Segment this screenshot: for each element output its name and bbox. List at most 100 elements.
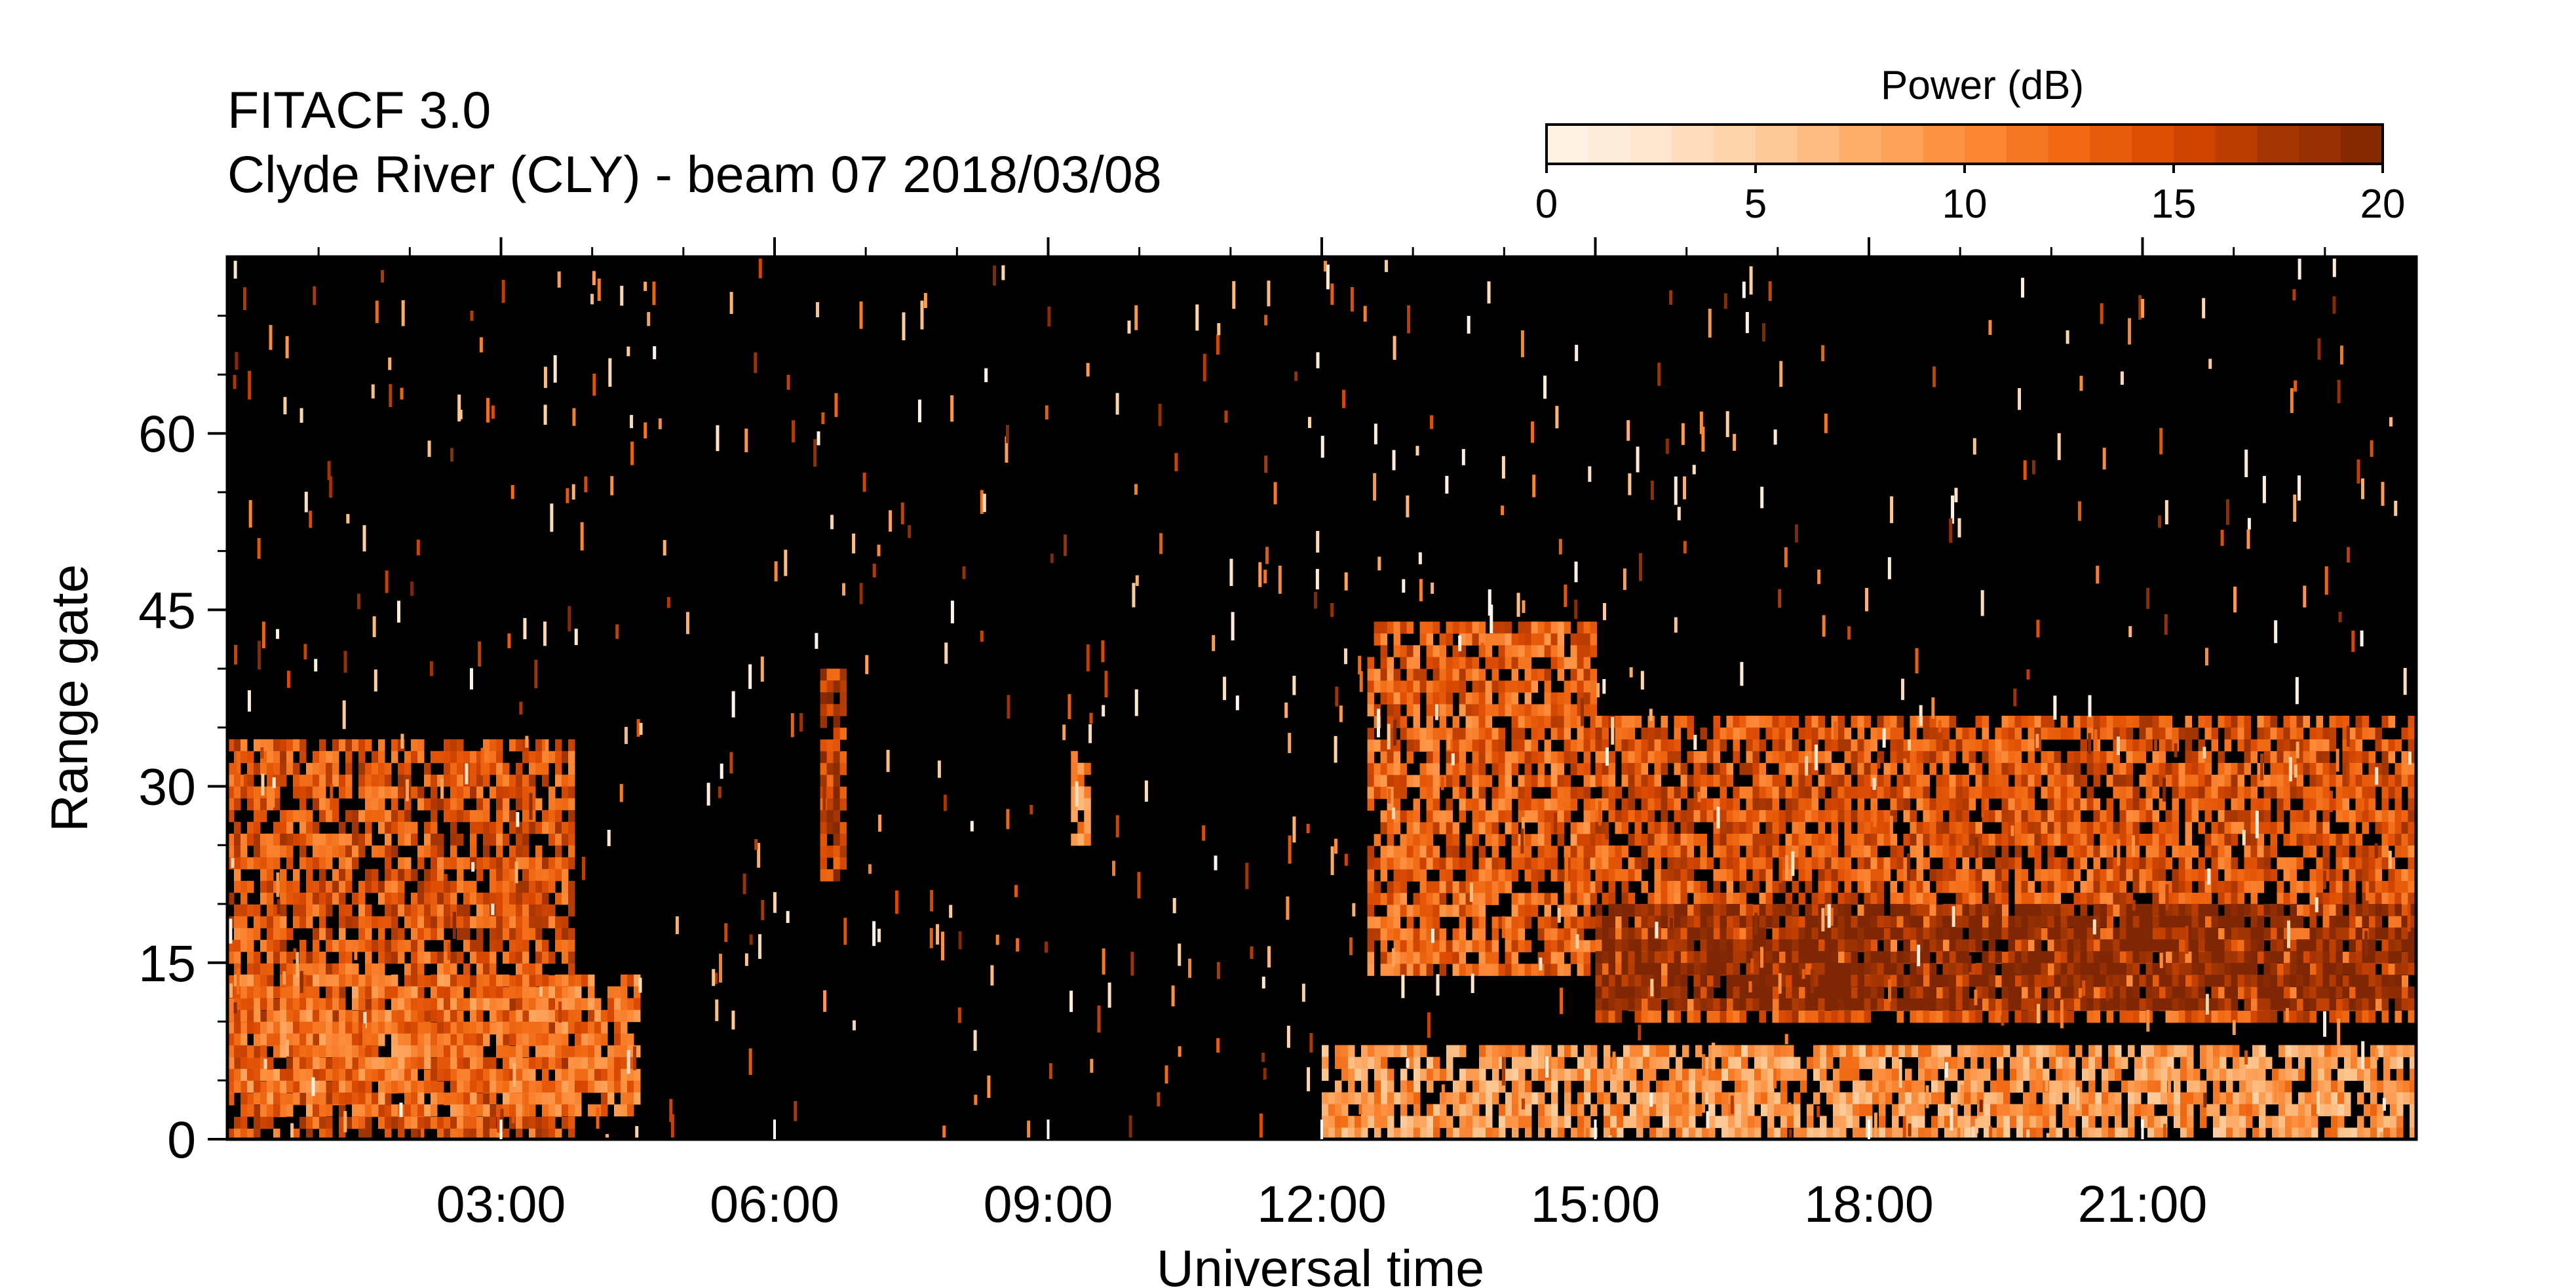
scatter-cell bbox=[2060, 833, 2067, 846]
scatter-cell bbox=[1491, 739, 1499, 752]
scatter-cell bbox=[1524, 893, 1532, 905]
scatter-cell bbox=[1472, 704, 1480, 716]
scatter-cell bbox=[1857, 774, 1864, 787]
scatter-cell bbox=[1387, 834, 1394, 846]
scatter-cell bbox=[1693, 833, 1701, 846]
scatter-cell bbox=[2231, 892, 2238, 905]
scatter-cell bbox=[1955, 1010, 1963, 1023]
scatter-cell bbox=[1811, 892, 1818, 905]
scatter-cell bbox=[2100, 810, 2107, 823]
scatter-cell bbox=[417, 998, 425, 1011]
scatter-cell bbox=[1478, 905, 1486, 917]
scatter-heatmap bbox=[227, 257, 2416, 1139]
scatter-cell bbox=[1680, 951, 1687, 964]
scatter-cell bbox=[1472, 810, 1480, 823]
scatter-cell bbox=[601, 1080, 608, 1093]
scatter-cell bbox=[548, 1116, 556, 1129]
scatter-cell bbox=[2119, 715, 2126, 728]
scatter-cell bbox=[450, 1009, 457, 1023]
scatter-cell bbox=[450, 833, 457, 846]
scatter-cell bbox=[1491, 916, 1499, 929]
scatter-cell bbox=[503, 892, 510, 905]
scatter-cell bbox=[2139, 1010, 2146, 1023]
scatter-cell bbox=[476, 1128, 484, 1139]
scatter-cell bbox=[1380, 916, 1388, 929]
scatter-cell bbox=[581, 1057, 588, 1070]
scatter-cell bbox=[293, 1009, 300, 1023]
scatter-cell bbox=[1564, 728, 1571, 740]
scatter-cell bbox=[437, 880, 444, 893]
scatter-cell bbox=[1419, 775, 1427, 787]
scatter-cell bbox=[1472, 798, 1480, 811]
scatter-cell bbox=[1667, 892, 1674, 905]
scatter-cell bbox=[2119, 727, 2126, 740]
scatter-cell bbox=[2224, 810, 2231, 823]
scatter-cell bbox=[1615, 1010, 1622, 1023]
scatter-cell bbox=[260, 974, 267, 987]
scatter-cell bbox=[254, 1068, 261, 1082]
scatter-cell bbox=[2001, 727, 2009, 740]
scatter-cell bbox=[2126, 975, 2133, 988]
scatter-cell bbox=[444, 1033, 451, 1046]
scatter-cell bbox=[1792, 857, 1799, 870]
scatter-cell bbox=[444, 904, 451, 917]
scatter-cell bbox=[2028, 880, 2035, 893]
scatter-cell bbox=[1969, 786, 1976, 799]
scatter-cell bbox=[1654, 951, 1661, 964]
scatter-cell bbox=[529, 963, 536, 976]
scatter-cell bbox=[627, 1068, 634, 1082]
scatter-cell bbox=[1752, 845, 1759, 858]
scatter-cell bbox=[2119, 833, 2126, 846]
scatter-cell bbox=[391, 986, 398, 999]
scatter-cell bbox=[398, 786, 405, 799]
scatter-cell bbox=[509, 1080, 516, 1093]
scatter-cell bbox=[516, 857, 523, 870]
scatter-cell bbox=[1393, 940, 1401, 952]
scatter-cell bbox=[529, 880, 536, 893]
scatter-cell bbox=[1733, 810, 1740, 823]
scatter-cell bbox=[2100, 845, 2107, 858]
scatter-cell bbox=[1577, 657, 1585, 669]
scatter-cell bbox=[332, 1068, 339, 1082]
scatter-cell bbox=[398, 810, 405, 823]
scatter-cell bbox=[2014, 857, 2022, 870]
scatter-cell bbox=[1903, 798, 1910, 811]
scatter-cell bbox=[437, 904, 444, 917]
scatter-cell bbox=[240, 916, 248, 929]
scatter-cell bbox=[280, 821, 287, 834]
scatter-cell bbox=[1923, 975, 1930, 988]
scatter-cell bbox=[1693, 975, 1701, 988]
scatter-cell bbox=[1896, 857, 1904, 870]
scatter-cell bbox=[1851, 739, 1858, 752]
scatter-cell bbox=[490, 739, 497, 752]
scatter-cell bbox=[240, 1009, 248, 1023]
scatter-cell bbox=[490, 927, 497, 941]
scatter-cell bbox=[627, 1057, 634, 1070]
scatter-cell bbox=[1511, 728, 1519, 740]
scatter-cell bbox=[273, 904, 280, 917]
scatter-cell bbox=[463, 1045, 471, 1058]
scatter-cell bbox=[2093, 762, 2100, 775]
scatter-cell bbox=[1857, 798, 1864, 811]
scatter-cell bbox=[273, 1080, 280, 1093]
scatter-cell bbox=[1511, 893, 1519, 905]
scatter-cell bbox=[1661, 727, 1668, 740]
scatter-cell bbox=[496, 1010, 503, 1023]
scatter-cell bbox=[1374, 669, 1381, 681]
scatter-cell bbox=[535, 1034, 543, 1047]
scatter-cell bbox=[1641, 774, 1648, 787]
scatter-cell bbox=[1805, 762, 1812, 775]
scatter-cell bbox=[2263, 1010, 2271, 1023]
scatter-cell bbox=[1406, 775, 1414, 787]
scatter-cell bbox=[496, 1033, 503, 1046]
scatter-cell bbox=[1413, 645, 1421, 657]
scatter-cell bbox=[1916, 892, 1923, 905]
scatter-cell bbox=[1903, 880, 1910, 893]
scatter-cell bbox=[227, 1009, 235, 1023]
scatter-cell bbox=[2191, 810, 2199, 823]
scatter-cell bbox=[529, 1068, 536, 1082]
scatter-cell bbox=[2067, 727, 2074, 740]
scatter-cell bbox=[372, 845, 379, 858]
scatter-cell bbox=[1602, 833, 1609, 846]
scatter-cell bbox=[2257, 739, 2264, 752]
